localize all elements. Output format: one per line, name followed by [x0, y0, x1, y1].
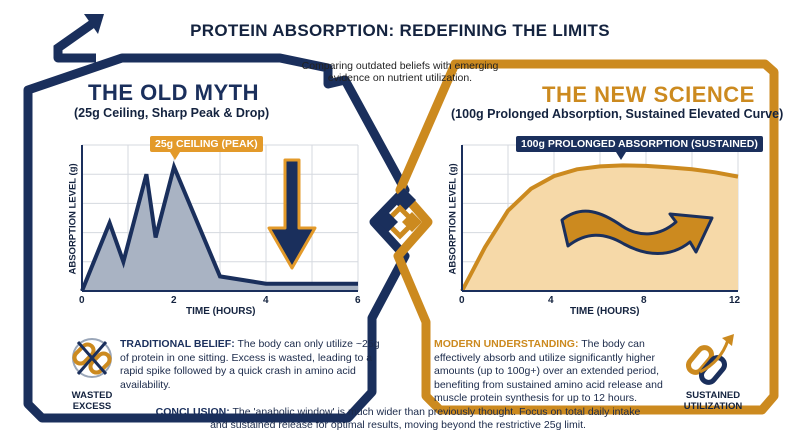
myth-arrow-head-icon: [84, 14, 104, 34]
myth-subtitle: (25g Ceiling, Sharp Peak & Drop): [74, 106, 270, 120]
science-subtitle: (100g Prolonged Absorption, Sustained El…: [451, 107, 784, 121]
myth-data-point: [145, 173, 148, 176]
science-x-tick-label: 12: [729, 295, 741, 306]
subtitle-line-2: evidence on nutrient utilization.: [327, 72, 473, 84]
conclusion-lead: CONCLUSION:: [155, 406, 230, 418]
wasted-label-line-1: WASTED: [71, 390, 113, 401]
science-x-tick-label: 8: [641, 295, 647, 306]
myth-x-tick-label: 4: [263, 295, 269, 306]
myth-description-lead: TRADITIONAL BELIEF:: [120, 338, 235, 350]
myth-x-tick-label: 6: [355, 295, 361, 306]
science-title: THE NEW SCIENCE: [542, 82, 755, 107]
myth-x-tick-label: 0: [79, 295, 85, 306]
science-callout: 100g PROLONGED ABSORPTION (SUSTAINED): [516, 136, 763, 152]
science-data-point: [691, 168, 694, 171]
myth-data-point: [173, 165, 176, 168]
connector-diamond-icon: [378, 212, 398, 232]
science-data-point: [668, 166, 671, 169]
sustained-label-line-1: SUSTAINED: [685, 390, 741, 401]
science-data-point: [622, 164, 625, 167]
wasted-label-line-2: EXCESS: [72, 401, 112, 412]
myth-data-point: [108, 221, 111, 224]
linked-chain-icon: [686, 334, 734, 385]
sustained-label-line-2: UTILIZATION: [683, 401, 743, 412]
myth-x-axis-label: TIME (HOURS): [186, 306, 256, 317]
myth-area-fill: [82, 166, 358, 291]
wasted-excess-label: WASTED EXCESS: [62, 390, 122, 412]
myth-data-point: [219, 275, 222, 278]
science-data-point: [553, 175, 556, 178]
science-panel-border: [393, 59, 779, 415]
science-data-point: [576, 168, 579, 171]
science-data-point: [737, 175, 740, 178]
myth-data-point: [122, 260, 125, 263]
science-data-point: [645, 164, 648, 167]
conclusion-text: The 'anabolic window' is much wider than…: [210, 406, 641, 431]
myth-y-axis-label: ABSORPTION LEVEL (g): [67, 163, 79, 275]
sustained-utilization-label: SUSTAINED UTILIZATION: [676, 390, 750, 412]
myth-data-point: [265, 282, 268, 285]
science-data-point: [484, 246, 487, 249]
myth-description-text: The body can only utilize ~25g of protei…: [120, 338, 380, 391]
science-chart: [460, 144, 740, 292]
myth-callout: 25g CEILING (PEAK): [150, 136, 263, 152]
conclusion: CONCLUSION: The 'anabolic window' is muc…: [148, 406, 648, 432]
myth-data-point: [357, 282, 360, 285]
page-title: PROTEIN ABSORPTION: REDEFINING THE LIMIT…: [190, 21, 610, 40]
wavy-arrow-icon: [560, 209, 714, 255]
science-data-point: [530, 187, 533, 190]
broken-chain-icon: [72, 338, 112, 378]
connector-diamond-icon: [402, 212, 422, 232]
science-y-axis-label: ABSORPTION LEVEL (g): [447, 163, 459, 275]
science-callout-pointer-icon: [616, 152, 626, 160]
science-description-lead: MODERN UNDERSTANDING:: [434, 338, 579, 350]
myth-chart: [80, 144, 360, 292]
page-subtitle: Comparing outdated beliefs with emerging…: [280, 60, 520, 84]
myth-panel-border: [23, 53, 410, 423]
subtitle-line-1: Comparing outdated beliefs with emerging: [301, 60, 499, 72]
science-line-series: [460, 163, 739, 292]
myth-callout-pointer-icon: [170, 152, 180, 160]
science-data-point: [714, 171, 717, 174]
science-x-tick-label: 0: [459, 295, 465, 306]
myth-arrow-tail: [53, 19, 97, 63]
science-x-axis-label: TIME (HOURS): [570, 306, 640, 317]
science-x-tick-label: 4: [548, 295, 554, 306]
myth-x-tick-label: 2: [171, 295, 177, 306]
science-description: MODERN UNDERSTANDING: The body can effec…: [434, 338, 680, 406]
myth-description: TRADITIONAL BELIEF: The body can only ut…: [120, 338, 382, 392]
down-arrow-icon: [267, 158, 317, 270]
connector-diamond-icon: [392, 188, 416, 212]
science-description-text: The body can effectively absorb and util…: [434, 338, 663, 404]
myth-data-point: [154, 236, 157, 239]
science-data-point: [599, 165, 602, 168]
myth-title: THE OLD MYTH: [88, 80, 259, 105]
science-data-point: [507, 209, 510, 212]
myth-line-series: [80, 160, 358, 292]
